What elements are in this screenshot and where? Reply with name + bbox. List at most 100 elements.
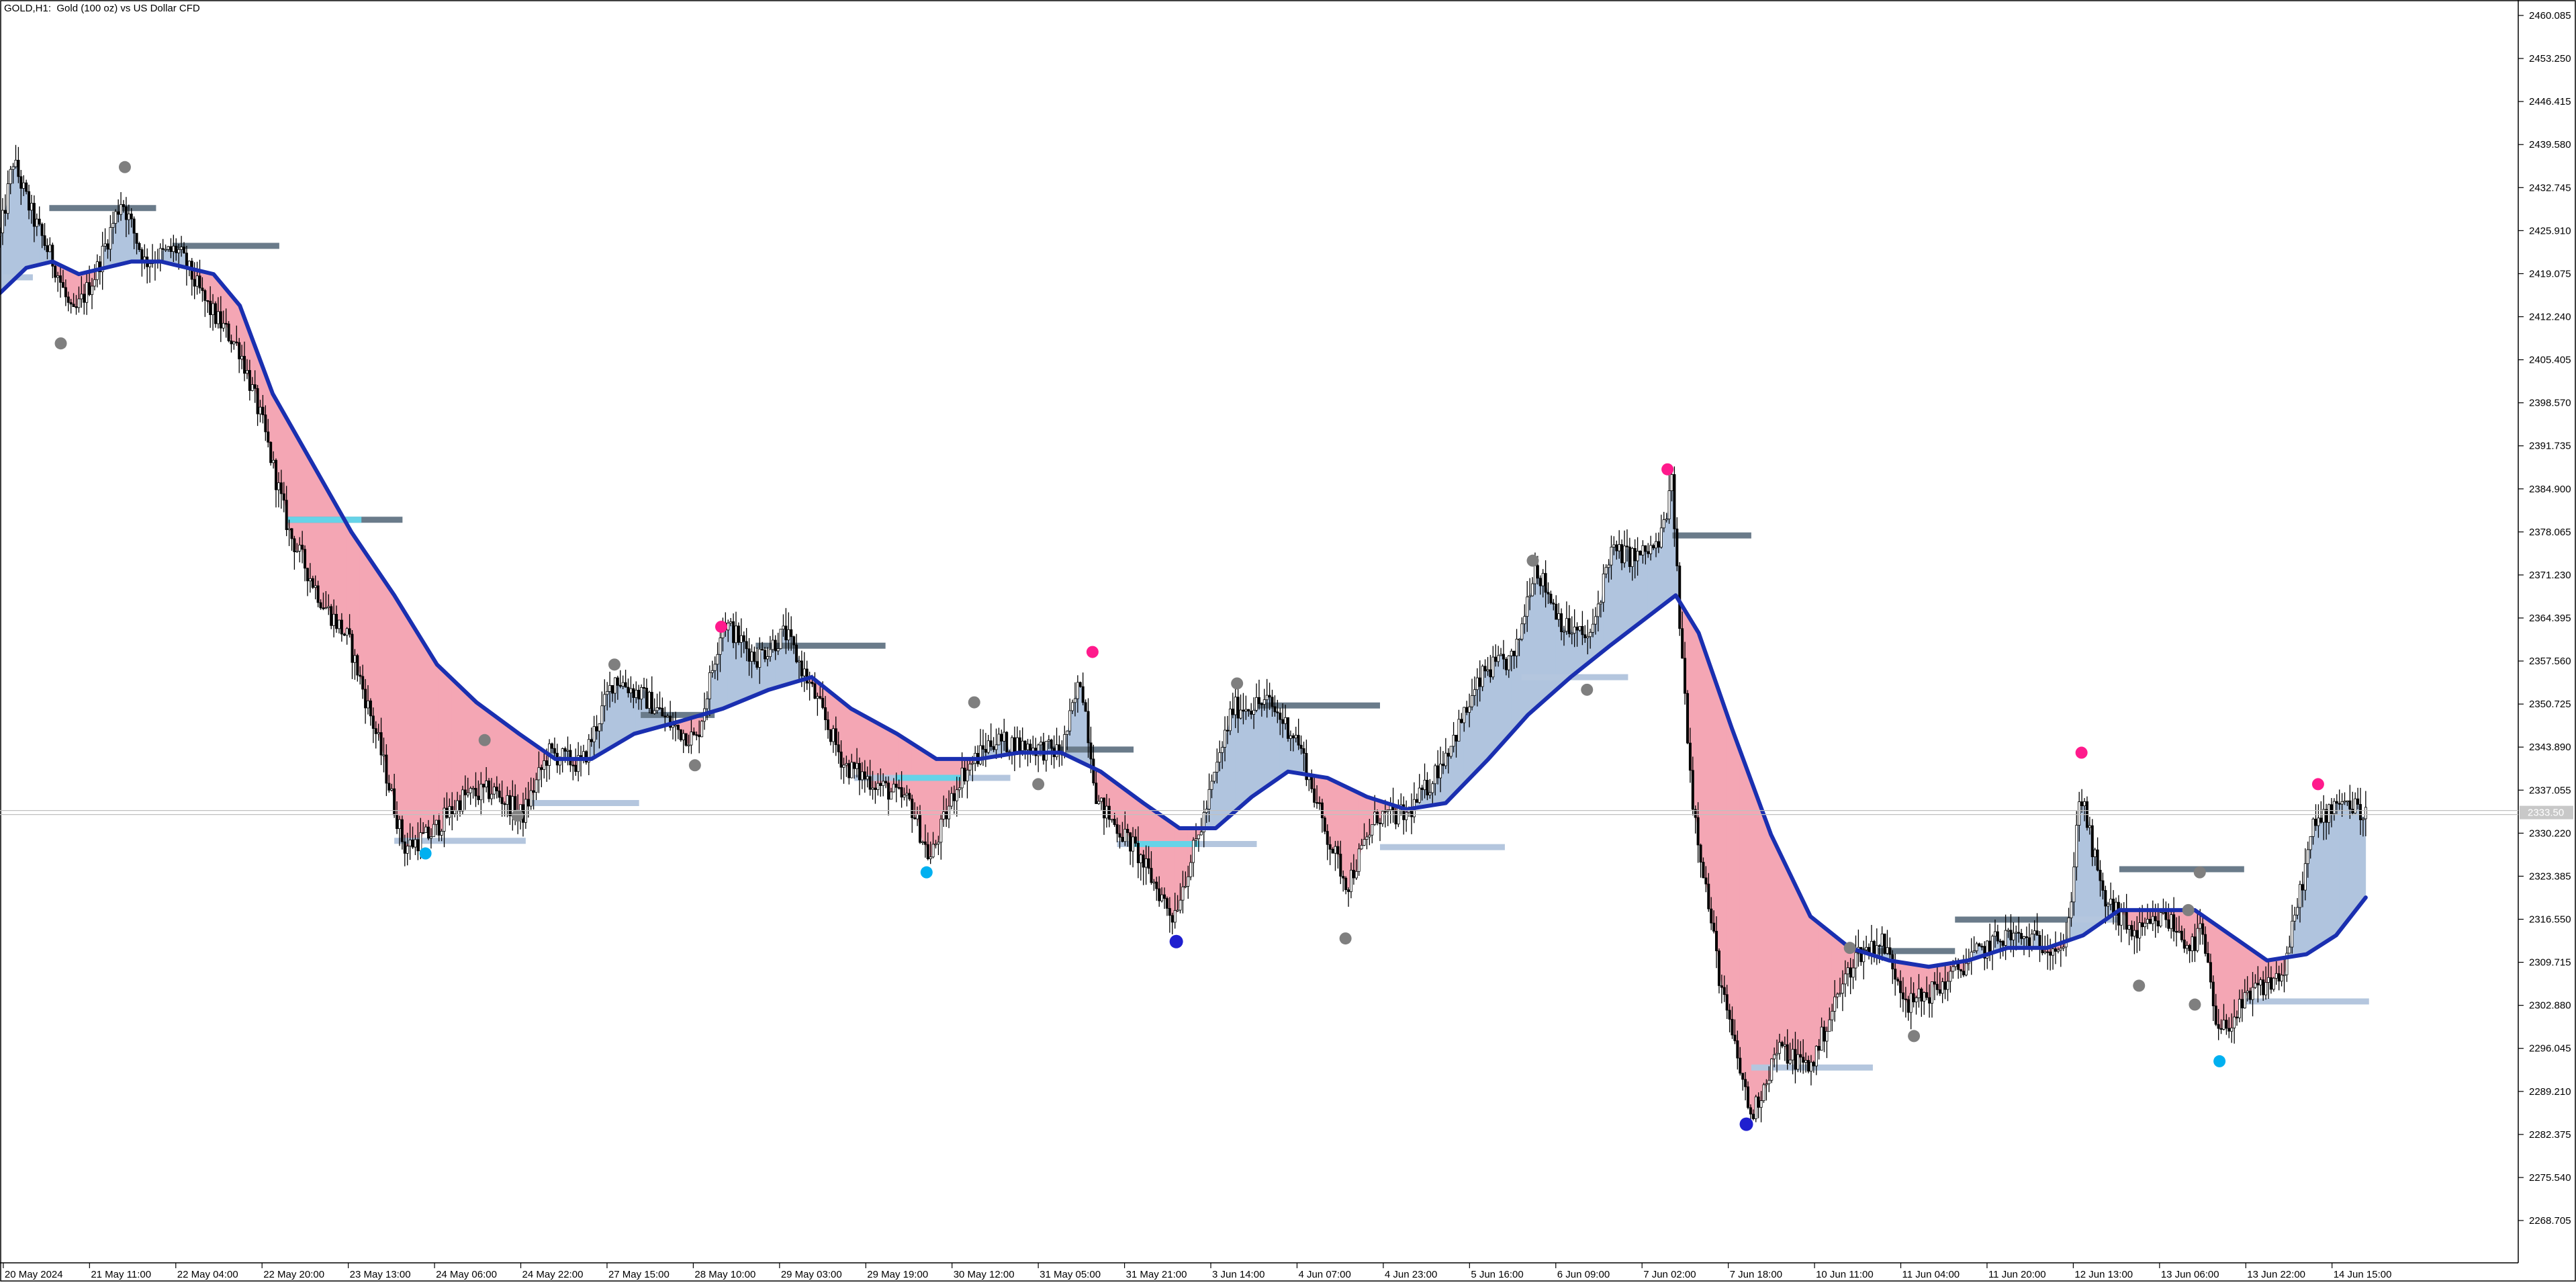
candle-body xyxy=(59,275,62,283)
candle-body xyxy=(997,734,1001,746)
candle-body xyxy=(330,606,333,626)
candle-body xyxy=(1383,811,1387,813)
candle-body xyxy=(1870,940,1873,955)
candle-body xyxy=(1957,963,1960,970)
candle-body xyxy=(1906,999,1910,1013)
price-tick-label: 2316.550 xyxy=(2529,914,2571,926)
candle-body xyxy=(2248,990,2252,1000)
swing-marker xyxy=(2075,746,2088,759)
candle-body xyxy=(1757,1096,1760,1108)
candle-body xyxy=(897,787,901,789)
price-tick-label: 2330.220 xyxy=(2529,828,2571,839)
candle-body xyxy=(2099,870,2102,881)
candle-body xyxy=(1441,764,1444,766)
candle-body xyxy=(466,792,469,795)
candle-body xyxy=(1257,697,1260,705)
candle-body xyxy=(408,839,412,847)
trend-fill-segment xyxy=(1695,627,1698,832)
candle-body xyxy=(1040,742,1043,746)
candle-body xyxy=(1457,719,1461,742)
trend-fill-segment xyxy=(1548,592,1551,698)
candle-body xyxy=(1242,709,1245,712)
candle-body xyxy=(180,247,183,250)
candle-body xyxy=(2070,901,2073,918)
candle-body xyxy=(1250,711,1253,715)
candle-body xyxy=(543,760,546,770)
candle-body xyxy=(1899,981,1902,993)
candle-body xyxy=(1187,876,1190,887)
time-tick-label: 4 Jun 07:00 xyxy=(1298,1269,1350,1280)
swing-marker xyxy=(2311,778,2324,791)
price-tick-label: 2371.230 xyxy=(2529,570,2571,581)
candle-body xyxy=(1428,792,1432,796)
candle-body xyxy=(124,206,128,220)
candle-body xyxy=(1095,783,1098,804)
candle-body xyxy=(1113,819,1116,826)
candle-body xyxy=(227,323,230,341)
candle-body xyxy=(587,739,590,763)
candle-body xyxy=(488,781,491,799)
candle-body xyxy=(485,781,488,788)
swing-marker xyxy=(2213,1055,2226,1067)
candle-body xyxy=(710,670,714,673)
candle-body xyxy=(1439,764,1442,779)
candle-body xyxy=(1555,603,1558,620)
candle-body xyxy=(1331,848,1334,854)
candle-body xyxy=(981,745,984,750)
candle-body xyxy=(1287,717,1290,739)
trend-fill-segment xyxy=(1495,658,1499,752)
candle-body xyxy=(719,637,722,655)
candle-body xyxy=(2351,809,2354,813)
candle-body xyxy=(842,764,845,768)
candle-body xyxy=(2056,949,2060,952)
candle-body xyxy=(1526,596,1529,617)
trend-fill-segment xyxy=(1616,547,1620,641)
candle-body xyxy=(876,783,880,790)
candle-body xyxy=(1489,669,1492,678)
trend-fill-segment xyxy=(2315,822,2319,949)
candle-body xyxy=(1675,528,1679,566)
candle-body xyxy=(1618,544,1621,551)
candle-body xyxy=(1357,848,1361,872)
trend-fill-segment xyxy=(1724,707,1727,1003)
candle-body xyxy=(359,674,362,677)
candle-body xyxy=(884,781,888,784)
candle-body xyxy=(727,623,730,631)
candle-body xyxy=(287,528,291,531)
time-tick-label: 31 May 05:00 xyxy=(1040,1269,1101,1280)
candle-body xyxy=(2233,1016,2236,1028)
candle-body xyxy=(463,789,467,795)
candle-body xyxy=(1904,998,1907,1000)
candle-body xyxy=(1199,832,1203,836)
candle-body xyxy=(1583,634,1587,639)
time-tick-label: 29 May 19:00 xyxy=(867,1269,928,1280)
candle-body xyxy=(1820,1026,1823,1051)
candle-body xyxy=(1941,981,1944,994)
candle-body xyxy=(459,800,462,811)
candle-body xyxy=(1933,981,1936,985)
trend-fill-segment xyxy=(1769,829,1772,1082)
candle-body xyxy=(2146,919,2149,924)
swing-marker xyxy=(2133,979,2146,992)
candle-body xyxy=(795,644,798,662)
trend-fill-segment xyxy=(355,536,358,666)
trend-fill-segment xyxy=(1345,786,1349,891)
candle-body xyxy=(1912,993,1915,1003)
candle-body xyxy=(2269,977,2272,990)
candle-body xyxy=(1192,840,1195,863)
swing-marker xyxy=(1231,677,1244,690)
price-tick-label: 2453.250 xyxy=(2529,53,2571,64)
candle-body xyxy=(2007,930,2010,932)
candle-body xyxy=(563,748,567,752)
candle-body xyxy=(1983,946,1986,959)
candle-body xyxy=(545,760,549,766)
price-tick-label: 2323.385 xyxy=(2529,871,2571,882)
candle-body xyxy=(768,649,772,657)
candle-body xyxy=(613,677,616,694)
candle-body xyxy=(2303,863,2307,891)
candle-body xyxy=(537,767,541,781)
candle-body xyxy=(311,578,314,588)
candle-body xyxy=(892,783,895,793)
